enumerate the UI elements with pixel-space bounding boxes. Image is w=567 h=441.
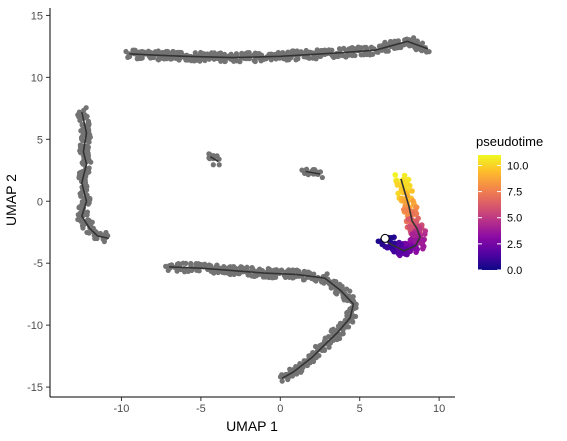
data-point — [86, 120, 91, 125]
legend-tick-label: 0.0 — [507, 265, 522, 277]
data-point — [211, 162, 216, 167]
data-point — [301, 277, 306, 282]
data-point — [325, 271, 330, 276]
x-tick-label: 5 — [357, 403, 363, 415]
data-point — [159, 56, 164, 61]
y-tick-label: -10 — [27, 320, 43, 332]
legend-title: pseudotime — [476, 134, 543, 149]
legend-tick-label: 2.5 — [507, 239, 522, 251]
y-tick-label: 0 — [37, 196, 43, 208]
trajectory-layer — [376, 172, 429, 258]
pseudotime-point — [409, 188, 415, 194]
data-point — [326, 47, 331, 52]
x-axis-title: UMAP 1 — [226, 418, 278, 434]
data-point — [320, 175, 325, 180]
root-node-marker — [381, 234, 389, 242]
data-point — [86, 139, 91, 144]
legend-tick-label: 5.0 — [507, 213, 522, 225]
data-point — [217, 162, 222, 167]
pseudotime-point — [396, 240, 402, 246]
pseudotime-point — [410, 198, 416, 204]
data-point — [414, 39, 419, 44]
data-point — [170, 49, 175, 54]
data-point — [340, 53, 345, 58]
pseudotime-point — [392, 172, 398, 178]
pseudotime-point — [376, 238, 382, 244]
data-point — [349, 46, 354, 51]
data-point — [183, 261, 188, 266]
pseudotime-point — [410, 232, 416, 238]
data-point — [273, 275, 278, 280]
data-point — [426, 49, 431, 54]
legend-tick-label: 7.5 — [507, 187, 522, 199]
y-tick-label: 15 — [31, 10, 43, 22]
data-point — [352, 53, 357, 58]
y-tick-label: -15 — [27, 382, 43, 394]
data-point — [338, 47, 343, 52]
points-layer — [75, 35, 432, 384]
data-point — [252, 58, 257, 63]
pseudotime-point — [406, 217, 412, 223]
data-point — [102, 239, 107, 244]
pseudotime-point — [404, 252, 410, 258]
data-point — [338, 321, 343, 326]
data-point — [207, 262, 212, 267]
pseudotime-point — [395, 182, 401, 188]
data-point — [386, 49, 391, 54]
data-point — [252, 274, 257, 279]
x-tick-label: -10 — [114, 403, 130, 415]
data-point — [420, 40, 425, 45]
x-tick-label: 10 — [433, 403, 445, 415]
data-point — [291, 48, 296, 53]
data-point — [287, 367, 292, 372]
x-tick-label: -5 — [196, 403, 206, 415]
pseudotime-point — [407, 183, 413, 189]
y-tick-label: 5 — [37, 134, 43, 146]
pseudotime-point — [422, 231, 428, 237]
legend-tick-label: 10.0 — [507, 160, 528, 172]
pseudotime-legend: pseudotime 0.0 2.5 5.0 7.5 10.0 — [476, 134, 543, 277]
data-point — [76, 114, 81, 119]
x-tick-label: 0 — [277, 403, 283, 415]
data-point — [88, 160, 93, 165]
pseudotime-point — [401, 207, 407, 213]
data-point — [199, 262, 204, 267]
pseudotime-point — [421, 237, 427, 243]
y-tick-label: -5 — [33, 258, 43, 270]
data-point — [347, 289, 352, 294]
y-axis-title: UMAP 2 — [3, 174, 19, 226]
data-point — [183, 57, 188, 62]
data-point — [359, 46, 364, 51]
legend-colorbar — [478, 155, 501, 270]
data-point — [307, 56, 312, 61]
y-tick-label: 10 — [31, 72, 43, 84]
pseudotime-point — [420, 246, 426, 252]
axes-layer: -10 -5 0 5 10 -15 -10 -5 0 5 10 15 — [27, 8, 455, 415]
data-point — [257, 266, 262, 271]
data-point — [168, 265, 173, 270]
